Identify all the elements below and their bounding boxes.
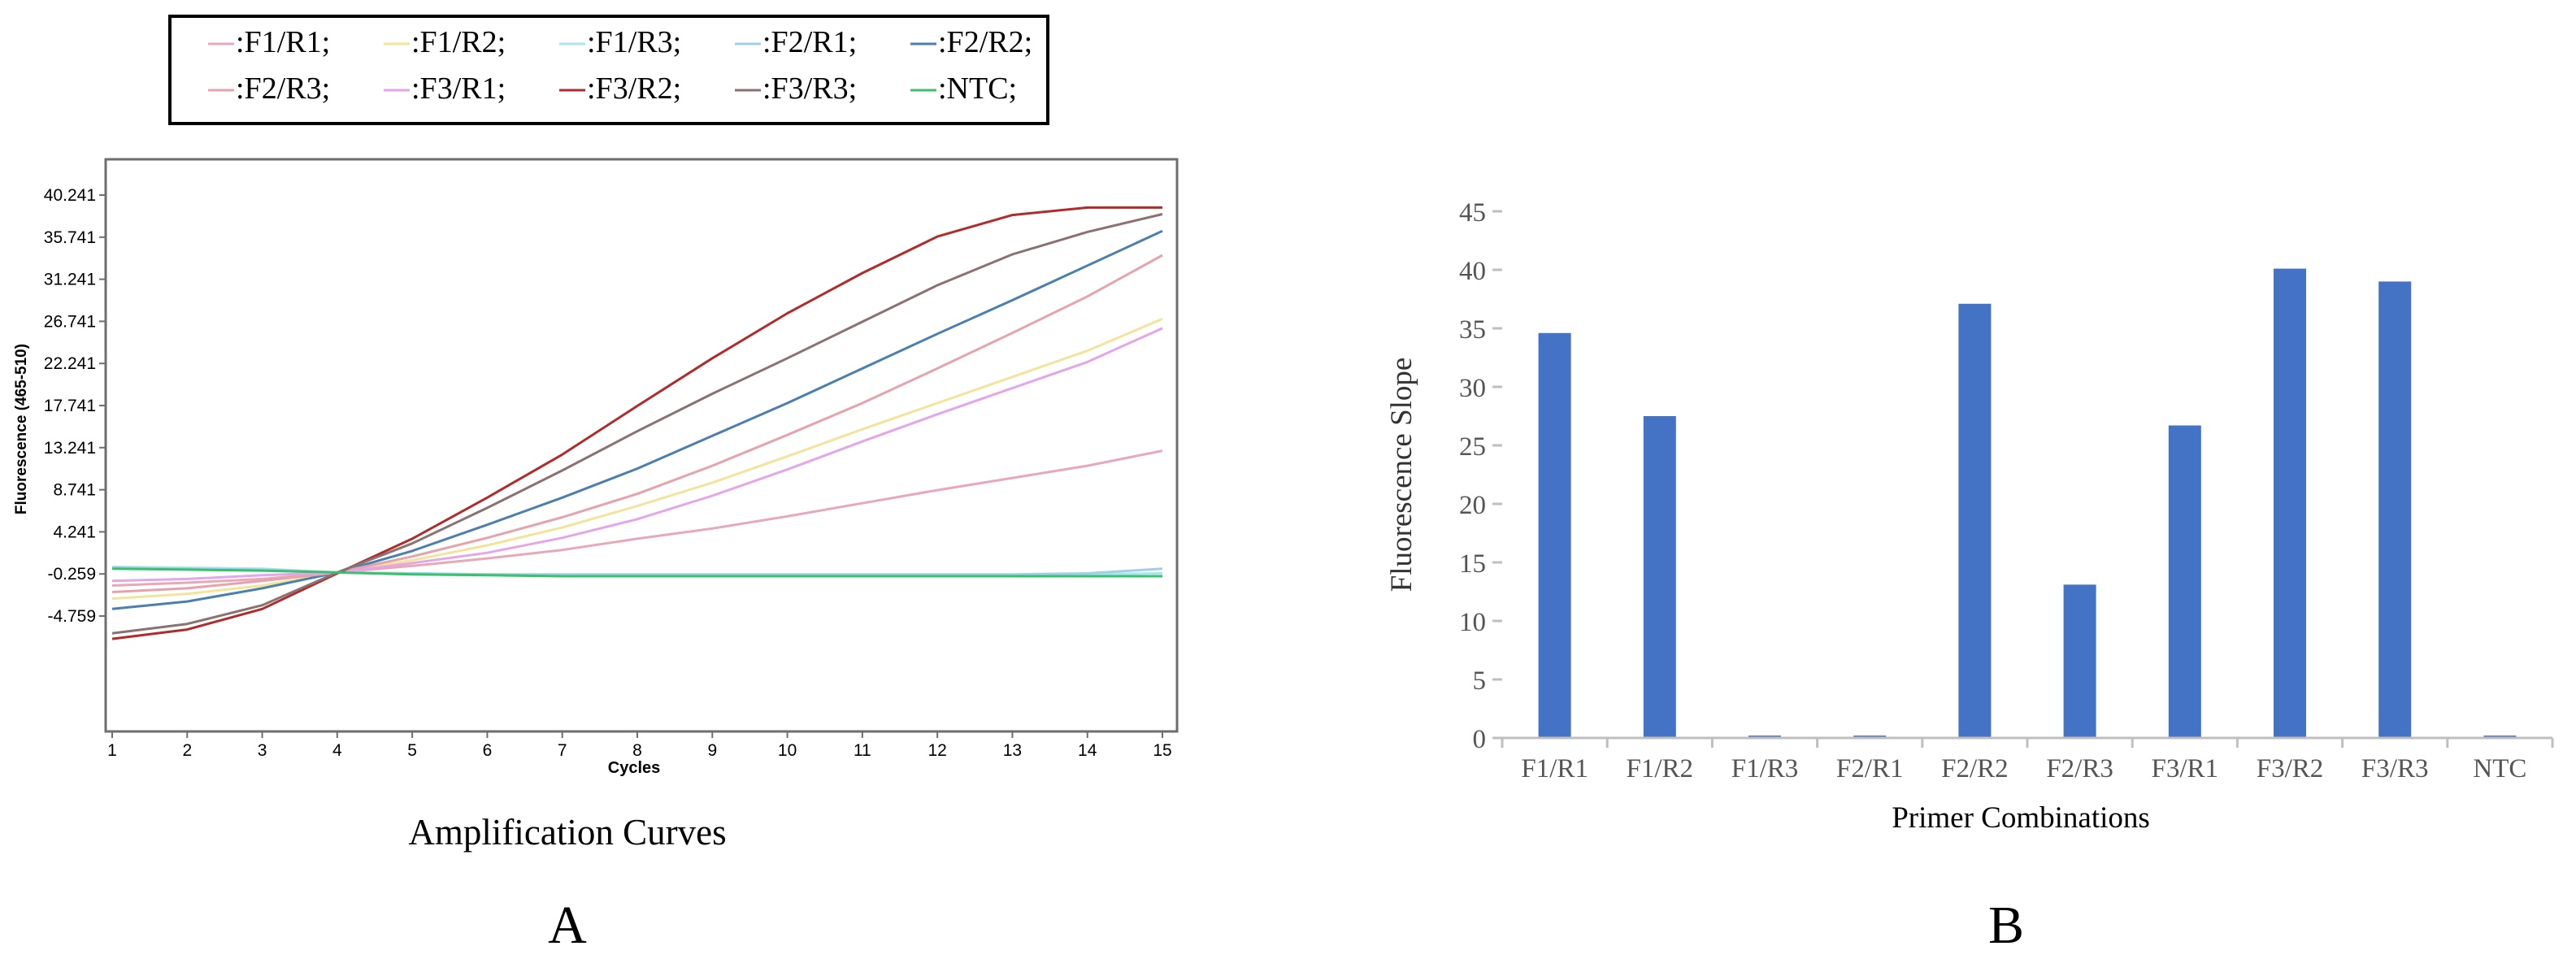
panel-a-x-tick-label: 13 bbox=[1003, 741, 1022, 760]
legend-label-f2-r1: :F2/R1; bbox=[762, 25, 857, 59]
panel-b-bar-f2-r3 bbox=[2063, 584, 2096, 738]
panel-a-x-tick-label: 8 bbox=[632, 741, 642, 760]
panel-a-x-tick-label: 6 bbox=[483, 741, 493, 760]
legend-label-f3-r3: :F3/R3; bbox=[762, 72, 857, 106]
panel-b-bar-f3-r1 bbox=[2168, 425, 2201, 738]
panel-a-x-tick-label: 2 bbox=[182, 741, 192, 760]
panel-b-y-tick-label: 20 bbox=[1459, 491, 1486, 520]
panel-a-frame bbox=[104, 158, 1179, 733]
panel-b-x-tick-label: F1/R2 bbox=[1627, 754, 1694, 783]
panel-a-series-line-f3-r3 bbox=[111, 213, 1163, 635]
panel-a-y-tick-label: 31.241 bbox=[44, 271, 96, 289]
panel-a-x-tick-label: 3 bbox=[258, 741, 267, 760]
panel-b-x-tick-label: NTC bbox=[2473, 754, 2526, 783]
panel-a-x-tick-label: 7 bbox=[558, 741, 567, 760]
legend-label-ntc: :NTC; bbox=[938, 72, 1017, 106]
panel-b-y-tick-label: 30 bbox=[1459, 374, 1486, 403]
panel-b-bar-f3-r3 bbox=[2378, 281, 2412, 738]
panel-a-x-tick-label: 1 bbox=[107, 741, 117, 760]
panel-b-x-tick-label: F2/R1 bbox=[1836, 754, 1904, 783]
panel-a-series-line-f2-r2 bbox=[111, 229, 1163, 610]
panel-a-series-line-f3-r2 bbox=[111, 206, 1162, 640]
panel-b-bar-f1-r2 bbox=[1643, 416, 1676, 738]
panel-b-bar-f2-r2 bbox=[1958, 303, 1992, 738]
panel-b-bar-f1-r1 bbox=[1538, 332, 1571, 738]
panel-a-y-tick-label: 40.241 bbox=[44, 186, 96, 205]
panel-a-caption: Amplification Curves bbox=[408, 812, 726, 853]
panel-a-x-tick-label: 11 bbox=[854, 741, 871, 760]
panel-a-x-tick-label: 9 bbox=[707, 741, 717, 760]
legend-label-f1-r1: :F1/R1; bbox=[236, 25, 330, 59]
panel-b-x-tick-label: F1/R1 bbox=[1521, 754, 1588, 783]
panel-a-x-tick-label: 5 bbox=[407, 741, 417, 760]
panel-b-letter: B bbox=[1988, 896, 2024, 955]
panel-a-y-tick-label: 17.741 bbox=[44, 397, 96, 415]
legend-label-f3-r2: :F3/R2; bbox=[587, 72, 681, 106]
panel-a-x-tick-label: 12 bbox=[927, 741, 946, 760]
panel-a-series-line-f3-r1 bbox=[111, 327, 1163, 583]
panel-a-y-axis-label: Fluorescence (465-510) bbox=[13, 344, 30, 514]
panel-b-y-tick-label: 40 bbox=[1459, 257, 1486, 286]
panel-a-y-tick-label: -0.259 bbox=[47, 565, 96, 584]
panel-a-series-line-f1-r1 bbox=[111, 449, 1163, 587]
panel-a-letter: A bbox=[548, 896, 587, 955]
panel-a-y-tick-label: 13.241 bbox=[44, 439, 96, 458]
panel-a-y-tick-label: 4.241 bbox=[53, 523, 96, 541]
panel-b-x-tick-label: F3/R1 bbox=[2152, 754, 2219, 783]
panel-a-series-line-f2-r3 bbox=[111, 254, 1163, 593]
panel-a-y-tick-label: 8.741 bbox=[53, 481, 96, 500]
panel-b-x-axis-label: Primer Combinations bbox=[1892, 801, 2150, 835]
legend-label-f3-r1: :F3/R1; bbox=[411, 72, 506, 106]
panel-a-series-line-f1-r2 bbox=[111, 318, 1163, 601]
panel-a-x-tick-label: 10 bbox=[778, 741, 797, 760]
panel-a-x-axis-label: Cycles bbox=[608, 759, 661, 777]
panel-b-x-tick-label: F1/R3 bbox=[1731, 754, 1799, 783]
panel-b-bar-chart: 0 5 10 15 20 25 30 35 40 45 F1/R1 F1/R2 F1/R3 F2/R1 F… bbox=[1385, 198, 2554, 955]
legend-label-f2-r2: :F2/R2; bbox=[938, 25, 1032, 59]
legend-label-f2-r3: :F2/R3; bbox=[236, 72, 330, 106]
panel-a-x-tick-label: 15 bbox=[1153, 741, 1171, 760]
panel-b-x-tick-label: F2/R2 bbox=[1941, 754, 2009, 783]
legend-frame bbox=[168, 15, 1049, 125]
legend-label-f1-r2: :F1/R2; bbox=[411, 25, 506, 59]
panel-b-x-tick-label: F3/R2 bbox=[2257, 754, 2324, 783]
panel-a-series-line-ntc bbox=[111, 567, 1162, 578]
panel-b-y-tick-label: 5 bbox=[1473, 666, 1487, 696]
panel-a-y-tick-label: -4.759 bbox=[47, 607, 96, 626]
panel-b-x-tick-label: F2/R3 bbox=[2046, 754, 2113, 783]
panel-b-bar-f3-r2 bbox=[2274, 268, 2306, 738]
panel-b-y-tick-label: 10 bbox=[1459, 608, 1486, 637]
panel-a-y-tick-label: 22.241 bbox=[44, 354, 96, 373]
panel-a-x-tick-label: 14 bbox=[1078, 741, 1097, 760]
panel-b-y-tick-label: 45 bbox=[1459, 198, 1486, 228]
panel-a-y-tick-label: 26.741 bbox=[44, 312, 96, 331]
panel-b-y-axis-label: Fluorescence Slope bbox=[1385, 358, 1418, 592]
panel-b-x-tick-label: F3/R3 bbox=[2361, 754, 2429, 783]
panel-b-y-tick-label: 35 bbox=[1459, 315, 1486, 345]
panel-a-y-tick-label: 35.741 bbox=[44, 228, 96, 247]
panel-b-y-tick-label: 15 bbox=[1459, 549, 1486, 579]
legend-label-f1-r3: :F1/R3; bbox=[587, 25, 681, 59]
panel-a-line-chart: -4.759 -0.259 4.241 8.741 13.241 17.741 22.241… bbox=[13, 158, 1179, 955]
panel-a-x-tick-label: 4 bbox=[332, 741, 342, 760]
panel-b-y-tick-label: 0 bbox=[1473, 725, 1487, 754]
legend: :F1/R1; :F1/R2; :F1/R3; :F2/R1; :F2/R2; :F2/R… bbox=[168, 15, 1049, 125]
panel-b-y-tick-label: 25 bbox=[1459, 432, 1486, 462]
